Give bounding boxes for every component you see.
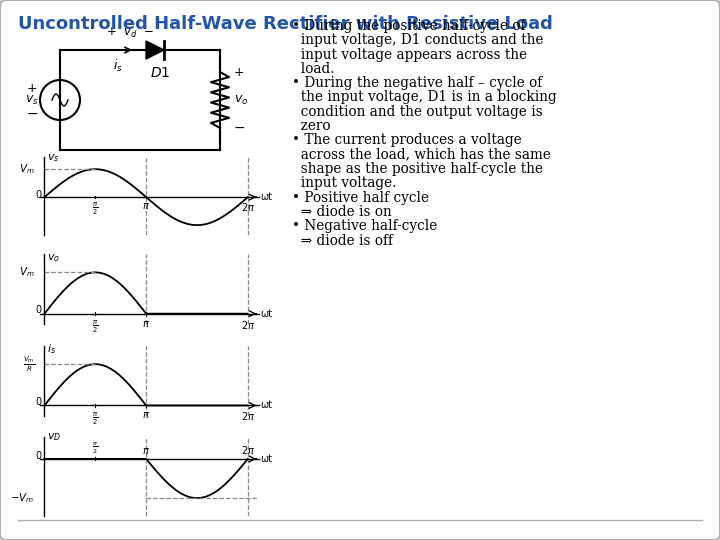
Text: $\frac{\pi}{2}$: $\frac{\pi}{2}$ (92, 319, 99, 335)
Text: input voltage appears across the: input voltage appears across the (292, 48, 527, 62)
Text: −: − (234, 121, 246, 135)
Text: input voltage.: input voltage. (292, 176, 396, 190)
Text: $\frac{\pi}{2}$: $\frac{\pi}{2}$ (92, 200, 99, 217)
Text: • During the negative half – cycle of: • During the negative half – cycle of (292, 76, 542, 90)
Text: • During the positive half-cycle of: • During the positive half-cycle of (292, 19, 525, 33)
Text: $\pi$: $\pi$ (142, 200, 150, 211)
Text: $\pi$: $\pi$ (142, 410, 150, 421)
Text: 0: 0 (35, 397, 41, 407)
Text: load.: load. (292, 62, 334, 76)
Text: condition and the output voltage is: condition and the output voltage is (292, 105, 542, 119)
Text: $\pi$: $\pi$ (142, 446, 150, 456)
Text: +: + (234, 65, 245, 78)
Text: 0: 0 (35, 190, 41, 200)
Text: • The current produces a voltage: • The current produces a voltage (292, 133, 521, 147)
Text: across the load, which has the same: across the load, which has the same (292, 147, 551, 161)
Text: −: − (26, 107, 38, 121)
Text: $\frac{V_m}{R}$: $\frac{V_m}{R}$ (22, 354, 35, 374)
Text: shape as the positive half-cycle the: shape as the positive half-cycle the (292, 162, 543, 176)
Text: $v_s$: $v_s$ (47, 152, 60, 164)
Text: ωt: ωt (261, 401, 273, 410)
Text: $i_s$: $i_s$ (47, 342, 56, 356)
Text: v$_s$: v$_s$ (25, 93, 39, 106)
Text: • Negative half-cycle: • Negative half-cycle (292, 219, 437, 233)
Text: $2\pi$: $2\pi$ (240, 444, 255, 456)
Text: $\frac{\pi}{2}$: $\frac{\pi}{2}$ (92, 441, 99, 456)
Text: ⇒ diode is on: ⇒ diode is on (292, 205, 392, 219)
Text: 0: 0 (35, 451, 41, 461)
Text: • Positive half cycle: • Positive half cycle (292, 191, 428, 205)
Text: ωt: ωt (261, 309, 273, 319)
Text: $D1$: $D1$ (150, 66, 170, 80)
Text: 0: 0 (35, 306, 41, 315)
Text: $V_m$: $V_m$ (19, 266, 35, 279)
Text: Uncontrolled Half-Wave Rectifier with Resistive Load: Uncontrolled Half-Wave Rectifier with Re… (18, 15, 553, 33)
Text: $V_m$: $V_m$ (19, 163, 35, 176)
Text: ⇒ diode is off: ⇒ diode is off (292, 233, 392, 247)
Text: $2\pi$: $2\pi$ (240, 200, 255, 213)
Text: $v_D$: $v_D$ (47, 431, 61, 443)
Text: the input voltage, D1 is in a blocking: the input voltage, D1 is in a blocking (292, 90, 557, 104)
Text: +: + (27, 82, 37, 94)
Text: ωt: ωt (261, 192, 273, 202)
Text: $i_s$: $i_s$ (113, 58, 123, 74)
Text: input voltage, D1 conducts and the: input voltage, D1 conducts and the (292, 33, 543, 47)
Text: $v_o$: $v_o$ (234, 93, 248, 106)
Text: ωt: ωt (261, 454, 273, 464)
Text: $\pi$: $\pi$ (142, 319, 150, 329)
Text: zero: zero (292, 119, 330, 133)
Text: $-V_m$: $-V_m$ (10, 491, 35, 505)
Text: $2\pi$: $2\pi$ (240, 319, 255, 330)
Polygon shape (146, 41, 164, 59)
Text: $v_o$: $v_o$ (47, 252, 60, 264)
Text: $\frac{\pi}{2}$: $\frac{\pi}{2}$ (92, 410, 99, 427)
Text: $2\pi$: $2\pi$ (240, 410, 255, 422)
Text: +  $v_d$  −: + $v_d$ − (106, 26, 154, 40)
